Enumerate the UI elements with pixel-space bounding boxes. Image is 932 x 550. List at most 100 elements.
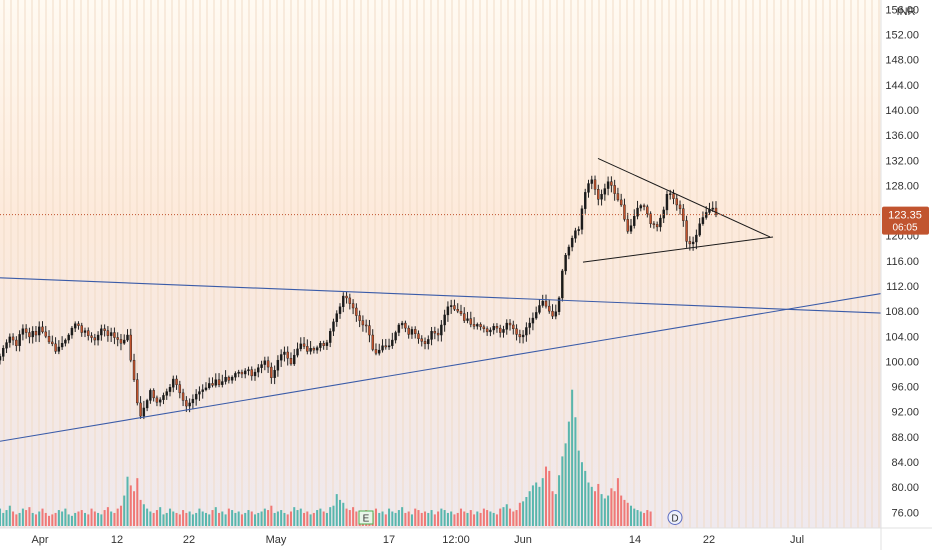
candle (34, 331, 38, 336)
volume-bar (21, 508, 24, 526)
candle (649, 213, 652, 224)
volume-bar (0, 508, 2, 526)
volume-bar (276, 511, 279, 526)
time-axis[interactable]: Apr 12 22 May 17 12:00 Jun 14 22 Jul (31, 534, 804, 546)
volume-bar (116, 508, 119, 526)
volume-bar (548, 470, 551, 526)
price-tick-label: 84.00 (891, 457, 919, 469)
volume-bars (0, 389, 652, 526)
volume-bar (74, 512, 77, 526)
candle (51, 341, 54, 345)
candle (691, 241, 695, 245)
volume-bar (162, 514, 165, 526)
candle (436, 332, 440, 336)
candle (606, 181, 610, 189)
triangle-upper-trendline[interactable] (597, 157, 771, 238)
volume-bar (110, 511, 113, 526)
candle (534, 312, 538, 319)
trendlines[interactable] (0, 157, 882, 442)
volume-bar (2, 512, 5, 526)
candle (191, 398, 195, 404)
candle (38, 326, 41, 336)
candle (374, 349, 378, 354)
candle (172, 378, 175, 388)
dividend-marker[interactable]: D (667, 510, 683, 525)
volume-bar (554, 494, 557, 526)
candle (407, 327, 410, 335)
volume-bar (486, 510, 489, 526)
candle (257, 367, 260, 373)
triangle-lower-trendline[interactable] (582, 236, 774, 263)
svg-text:D: D (671, 514, 678, 525)
volume-bar (303, 512, 306, 526)
volume-bar (355, 511, 358, 526)
candle (109, 332, 113, 336)
candle (77, 323, 80, 326)
volume-bar (453, 514, 456, 526)
candle (116, 337, 119, 340)
candle (404, 322, 407, 329)
volume-bar (384, 514, 387, 526)
support-trendline[interactable] (0, 293, 882, 442)
volume-bar (643, 512, 646, 526)
volume-bar (113, 512, 116, 526)
volume-bar (100, 514, 103, 526)
volume-bar (607, 495, 610, 526)
candle (253, 371, 257, 377)
candle (335, 313, 338, 323)
candle (387, 345, 391, 348)
candle (714, 207, 718, 215)
price-axis[interactable]: 76.00 80.00 84.00 88.00 92.00 96.00 100.00 104.… (885, 4, 919, 519)
candle (325, 342, 329, 346)
candle (593, 179, 597, 190)
price-tick-label: 76.00 (891, 507, 919, 519)
volume-bar (142, 504, 145, 526)
candle (28, 332, 31, 338)
price-tick-label: 152.00 (885, 30, 919, 42)
volume-bar (168, 508, 172, 526)
candle (145, 400, 149, 409)
candle (47, 336, 51, 343)
candle (293, 354, 296, 365)
candle (273, 370, 276, 378)
volume-bar (420, 512, 423, 526)
candle (541, 300, 544, 306)
volume-bar (476, 511, 479, 526)
candle (512, 324, 515, 329)
volume-bar (218, 512, 221, 526)
candle (67, 334, 70, 341)
price-tick-label: 128.00 (885, 180, 919, 192)
candle (332, 321, 335, 332)
volume-bar (626, 502, 629, 526)
volume-bar (234, 512, 237, 526)
candle (397, 324, 401, 333)
candle (5, 342, 8, 349)
volume-bar (103, 510, 106, 526)
candle (24, 328, 28, 333)
volume-bar (211, 510, 214, 526)
volume-bar (198, 508, 201, 526)
volume-bar (237, 511, 240, 526)
candle (221, 381, 224, 385)
volume-bar (322, 511, 325, 526)
volume-bar (319, 508, 322, 526)
volume-bar (502, 507, 505, 526)
earnings-marker[interactable]: E (358, 510, 374, 525)
volume-bar (182, 510, 185, 526)
candle (289, 358, 293, 365)
candle (548, 305, 551, 312)
volume-bar (270, 505, 273, 526)
candle (60, 343, 64, 348)
volume-bar (404, 512, 407, 526)
volume-bar (345, 508, 348, 526)
candle (646, 206, 649, 214)
candle (41, 326, 44, 333)
volume-bar (77, 511, 80, 526)
volume-bar (188, 511, 191, 526)
candle (544, 300, 548, 307)
candle (243, 370, 247, 375)
resistance-trendline[interactable] (0, 277, 882, 314)
volume-bar (616, 478, 619, 526)
